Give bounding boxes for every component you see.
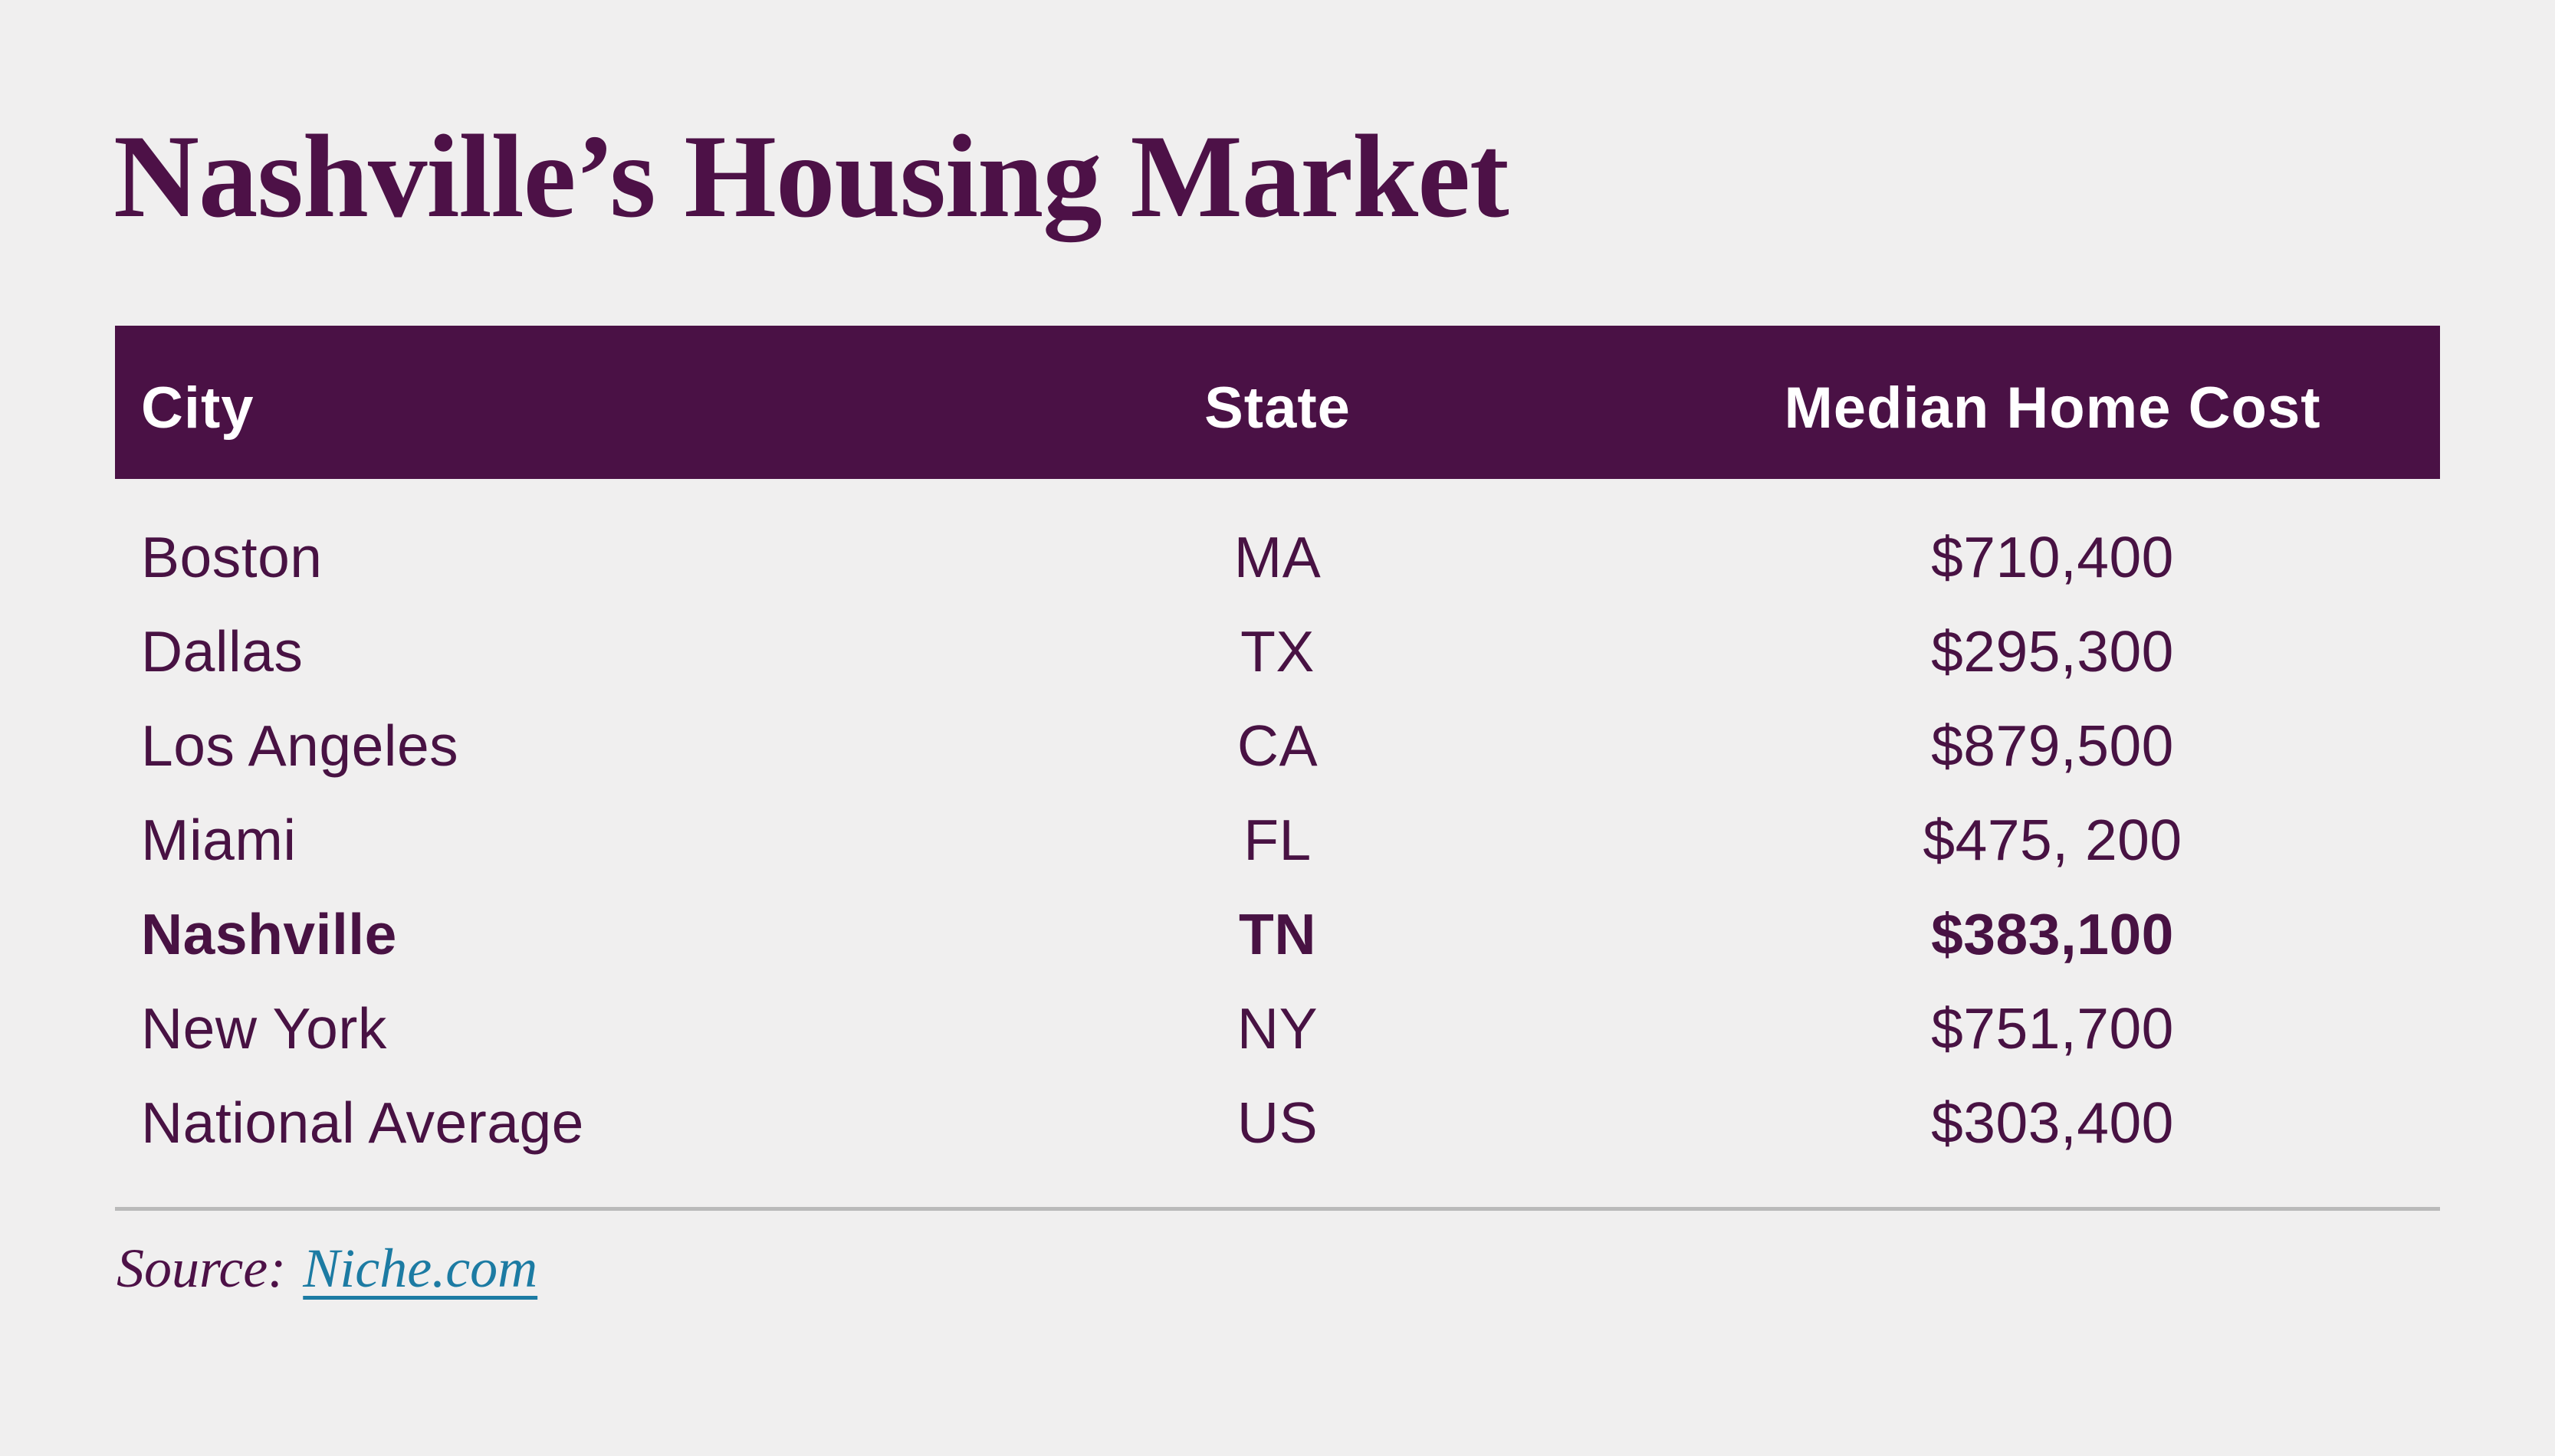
table-row: National Average US $303,400 <box>115 1075 2440 1169</box>
state-cell: TN <box>1239 901 1316 966</box>
state-cell: CA <box>1236 713 1319 778</box>
state-cell: US <box>1236 1090 1319 1155</box>
source-label: Source: <box>117 1238 287 1299</box>
divider-line <box>115 1207 2440 1211</box>
state-cell: MA <box>1233 524 1322 589</box>
table-row-highlighted-nashville: Nashville TN $383,100 <box>115 887 2440 981</box>
state-cell: FL <box>1243 807 1312 872</box>
cost-cell: $710,400 <box>1931 524 2174 589</box>
city-cell: Miami <box>141 807 297 872</box>
city-cell: Boston <box>141 524 323 589</box>
cost-cell: $303,400 <box>1931 1090 2174 1155</box>
table-row: Los Angeles CA $879,500 <box>115 698 2440 792</box>
column-header-state: State <box>1204 375 1351 441</box>
column-header-city: City <box>141 375 255 441</box>
city-cell: National Average <box>141 1090 584 1155</box>
table-row: Dallas TX $295,300 <box>115 604 2440 698</box>
city-cell: New York <box>141 995 387 1061</box>
table-header-row: City State Median Home Cost <box>115 326 2440 479</box>
cost-cell: $295,300 <box>1931 618 2174 684</box>
table-row: Miami FL $475, 200 <box>115 792 2440 887</box>
table-row: Boston MA $710,400 <box>115 510 2440 604</box>
page-title: Nashville’s Housing Market <box>113 110 1509 242</box>
city-cell: Dallas <box>141 618 304 684</box>
cost-cell: $475, 200 <box>1923 807 2182 872</box>
cost-cell: $751,700 <box>1931 995 2174 1061</box>
cost-cell: $383,100 <box>1931 901 2174 966</box>
state-cell: TX <box>1240 618 1315 684</box>
source-line: Source: Niche.com <box>117 1235 537 1301</box>
column-header-median-home-cost: Median Home Cost <box>1784 375 2321 441</box>
cost-cell: $879,500 <box>1931 713 2174 778</box>
state-cell: NY <box>1236 995 1319 1061</box>
table-row: New York NY $751,700 <box>115 981 2440 1075</box>
city-cell: Nashville <box>141 901 397 966</box>
housing-table: City State Median Home Cost Boston MA $7… <box>115 326 2440 1169</box>
table-body: Boston MA $710,400 Dallas TX $295,300 Lo… <box>115 479 2440 1169</box>
source-link[interactable]: Niche.com <box>303 1238 538 1299</box>
city-cell: Los Angeles <box>141 713 459 778</box>
